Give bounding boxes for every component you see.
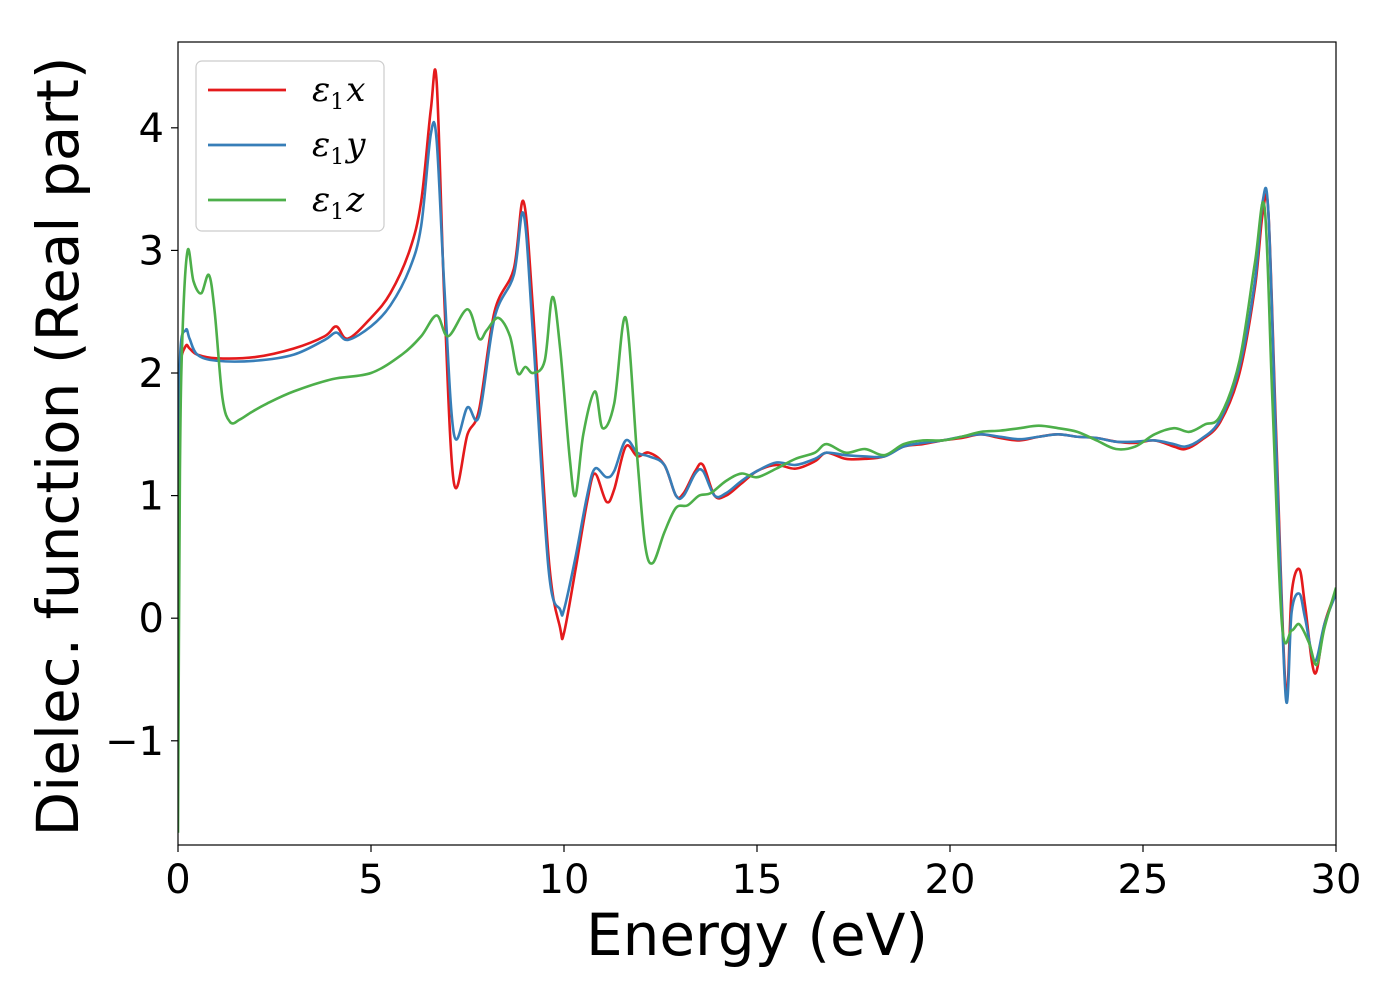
series-line-y xyxy=(178,120,1336,704)
x-tick-label: 0 xyxy=(165,857,190,903)
y-tick-label: 4 xyxy=(139,106,164,152)
x-axis-title: Energy (eV) xyxy=(586,901,928,969)
x-tick-label: 5 xyxy=(358,857,383,903)
x-tick-label: 25 xyxy=(1118,857,1169,903)
legend: ε1x ε1y ε1z xyxy=(195,60,385,232)
legend-label-z: ε1z xyxy=(312,180,365,225)
y-tick-label: −1 xyxy=(105,719,164,765)
legend-label-y: ε1y xyxy=(312,125,366,170)
x-tick-label: 30 xyxy=(1311,857,1362,903)
series-layer xyxy=(178,68,1336,833)
y-tick-label: 1 xyxy=(139,474,164,520)
y-tick-label: 3 xyxy=(139,228,164,274)
x-tick-label: 20 xyxy=(925,857,976,903)
y-tick-label: 2 xyxy=(139,351,164,397)
y-axis-title: Dielec. function (Real part) xyxy=(24,56,92,836)
series-line-z xyxy=(178,200,1336,833)
y-tick-label: 0 xyxy=(139,596,164,642)
legend-label-x: ε1x xyxy=(312,70,365,115)
legend-box xyxy=(195,60,385,232)
x-tick-label: 15 xyxy=(732,857,783,903)
ticks-layer: 0 5 10 15 20 25 30 −1 0 1 2 3 4 xyxy=(105,106,1361,903)
x-tick-label: 10 xyxy=(539,857,590,903)
